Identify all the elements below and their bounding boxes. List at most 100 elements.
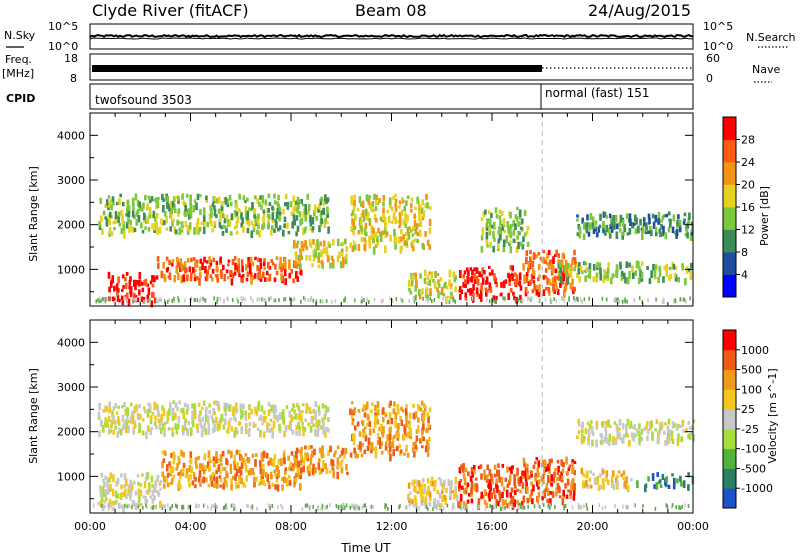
echo-cell <box>178 227 182 235</box>
echo-cell <box>291 407 294 412</box>
colorbar-tick-label: 500 <box>741 364 762 377</box>
echo-cell <box>557 253 560 258</box>
echo-cell <box>137 492 141 497</box>
echo-cell <box>459 494 463 502</box>
echo-cell <box>300 299 302 304</box>
echo-cell <box>414 445 418 450</box>
echo-cell <box>251 202 254 210</box>
echo-cell <box>216 504 218 509</box>
echo-cell <box>321 403 325 409</box>
cpid-frame <box>89 83 694 110</box>
echo-cell <box>166 201 169 210</box>
echo-cell <box>421 288 424 295</box>
echo-cell <box>345 253 348 259</box>
echo-cell <box>277 458 281 465</box>
echo-cell <box>376 419 380 425</box>
echo-cell <box>588 423 592 430</box>
echo-cell <box>472 283 475 291</box>
echo-cell <box>123 473 127 481</box>
echo-cell <box>321 261 324 269</box>
echo-cell <box>110 281 113 288</box>
echo-cell <box>114 420 117 426</box>
echo-cell <box>272 410 276 419</box>
echo-cell <box>396 404 399 411</box>
echo-cell <box>308 255 312 261</box>
echo-cell <box>353 298 356 303</box>
echo-cell <box>392 408 396 414</box>
echo-cell <box>450 480 453 487</box>
echo-cell <box>171 200 175 208</box>
echo-cell <box>364 503 367 508</box>
echo-cell <box>463 477 467 486</box>
echo-cell <box>495 469 499 477</box>
echo-cell <box>171 259 175 264</box>
echo-cell <box>270 404 273 413</box>
echo-cell <box>218 420 222 427</box>
echo-cell <box>415 435 419 442</box>
echo-cell <box>418 214 421 222</box>
echo-cell <box>217 196 221 204</box>
echo-cell <box>655 419 659 425</box>
echo-cell <box>601 421 604 428</box>
echo-cell <box>601 477 605 486</box>
echo-cell <box>179 484 182 490</box>
freq-label-line2: [MHz] <box>2 67 34 80</box>
echo-cell <box>288 410 292 418</box>
echo-cell <box>372 230 376 239</box>
echo-cell <box>633 222 636 226</box>
echo-cell <box>266 474 269 482</box>
echo-cell <box>479 288 483 296</box>
echo-cell <box>118 222 121 227</box>
echo-cell <box>102 297 104 302</box>
echo-cell <box>143 219 146 223</box>
echo-cell <box>381 450 384 455</box>
echo-cell <box>268 214 271 220</box>
echo-cell <box>130 483 134 491</box>
echo-cell <box>102 425 105 433</box>
echo-cell <box>418 205 422 210</box>
echo-cell <box>188 482 191 488</box>
echo-cell <box>362 215 366 222</box>
echo-cell <box>380 441 384 447</box>
echo-cell <box>669 218 672 225</box>
echo-cell <box>580 425 584 431</box>
echo-cell <box>312 463 315 471</box>
echo-cell <box>242 225 245 232</box>
echo-cell <box>130 226 134 232</box>
echo-cell <box>257 213 260 220</box>
echo-cell <box>123 402 126 408</box>
echo-cell <box>236 296 238 301</box>
echo-cell <box>538 284 541 293</box>
echo-cell <box>185 409 189 415</box>
echo-cell <box>146 202 150 210</box>
echo-region <box>349 400 432 462</box>
echo-cell <box>444 281 447 288</box>
echo-cell <box>599 440 603 445</box>
echo-cell <box>271 482 275 487</box>
echo-cell <box>289 461 293 469</box>
echo-cell <box>394 205 398 212</box>
echo-cell <box>305 409 308 414</box>
echo-cell <box>247 261 250 268</box>
echo-cell <box>449 486 452 494</box>
echo-cell <box>633 424 636 430</box>
echo-cell <box>363 449 367 455</box>
echo-cell <box>244 428 248 435</box>
echo-cell <box>278 263 282 270</box>
echo-cell <box>493 221 496 230</box>
echo-cell <box>613 421 617 425</box>
echo-cell <box>491 478 494 485</box>
echo-cell <box>118 427 121 435</box>
echo-cell <box>101 486 105 492</box>
echo-cell <box>252 224 256 233</box>
echo-cell <box>166 267 170 271</box>
echo-cell <box>320 260 324 265</box>
echo-cell <box>161 503 163 508</box>
echo-cell <box>394 244 397 250</box>
echo-cell <box>556 472 560 476</box>
echo-cell <box>517 505 520 510</box>
echo-cell <box>546 488 550 496</box>
echo-cell <box>497 238 501 244</box>
echo-cell <box>505 489 509 496</box>
nsky-tick-bottom: 10^0 <box>48 40 78 53</box>
